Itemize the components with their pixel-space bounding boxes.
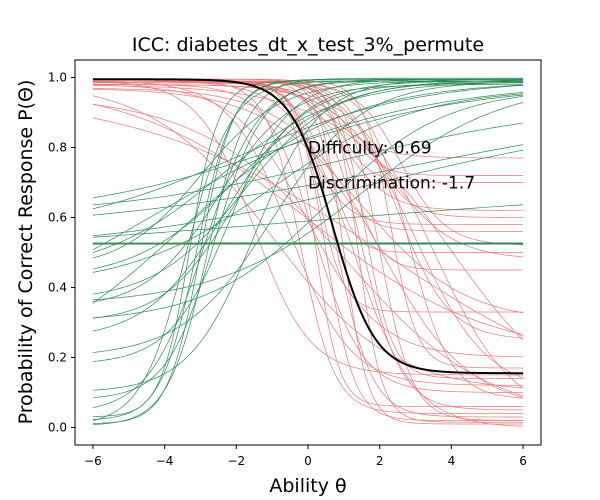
negative-icc-curve-25 (92, 80, 524, 414)
positive-icc-curve-8 (92, 81, 524, 295)
x-axis-ticks: −6 −4 −2 0 2 4 6 (84, 445, 527, 468)
positive-icc-curve-25 (92, 204, 524, 238)
negative-icc-curve-24 (92, 88, 524, 314)
y-tick-label: 0.4 (48, 281, 67, 295)
positive-icc-curve-14 (92, 94, 524, 199)
negative-icc-curve-5 (92, 84, 524, 393)
negative-icc-curve-33 (92, 80, 524, 427)
negative-icc-curve-19 (92, 81, 524, 376)
discrimination-annotation: Discrimination: -1.7 (308, 174, 475, 194)
y-tick-label: 1.0 (48, 71, 67, 85)
positive-icc-curve-10 (92, 81, 524, 253)
positive-icc-curve-18 (92, 78, 524, 391)
positive-icc-curve-13 (92, 85, 524, 210)
x-tick-label: −6 (84, 454, 102, 468)
positive-icc-curve-2 (92, 77, 524, 426)
positive-icc-curve-17 (92, 144, 524, 216)
negative-icc-curve-16 (92, 88, 524, 398)
x-tick-label: 4 (448, 454, 456, 468)
positive-icc-curve-15 (92, 122, 524, 206)
positive-curves-group (92, 77, 524, 426)
x-axis-label: Ability θ (269, 475, 346, 497)
x-tick-label: −2 (227, 454, 245, 468)
positive-icc-curve-20 (92, 95, 524, 319)
positive-icc-curve-16 (92, 149, 524, 237)
chart-title: ICC: diabetes_dt_x_test_3%_permute (132, 34, 484, 56)
positive-icc-curve-9 (92, 79, 524, 270)
x-tick-label: 6 (519, 454, 527, 468)
positive-icc-curve-21 (92, 102, 524, 301)
x-tick-label: 0 (304, 454, 312, 468)
difficulty-annotation: Difficulty: 0.69 (308, 139, 432, 159)
positive-icc-curve-24 (92, 80, 524, 421)
y-tick-label: 0.2 (48, 351, 67, 365)
negative-icc-curve-6 (92, 81, 524, 386)
y-axis-ticks: 0.0 0.2 0.4 0.6 0.8 1.0 (48, 71, 75, 435)
positive-icc-curve-28 (92, 82, 524, 332)
y-tick-label: 0.0 (48, 421, 67, 435)
highlight-icc-curve (92, 78, 524, 375)
positive-icc-curve-19 (92, 81, 524, 353)
highlight-curve-group (92, 78, 524, 375)
negative-icc-curve-37 (92, 84, 524, 341)
negative-icc-curve-36 (92, 80, 524, 246)
y-tick-label: 0.6 (48, 211, 67, 225)
x-tick-label: −4 (156, 454, 174, 468)
negative-icc-curve-18 (92, 104, 524, 397)
negative-icc-curve-23 (92, 84, 524, 258)
y-axis-label: Probability of Correct Response P(Θ) (15, 80, 37, 425)
negative-icc-curve-31 (92, 117, 524, 337)
y-tick-label: 0.8 (48, 141, 67, 155)
positive-icc-curve-22 (92, 92, 524, 251)
x-tick-label: 2 (376, 454, 384, 468)
positive-icc-curve-12 (92, 93, 524, 273)
negative-icc-curve-30 (92, 103, 524, 335)
positive-icc-curve-29 (92, 78, 524, 409)
